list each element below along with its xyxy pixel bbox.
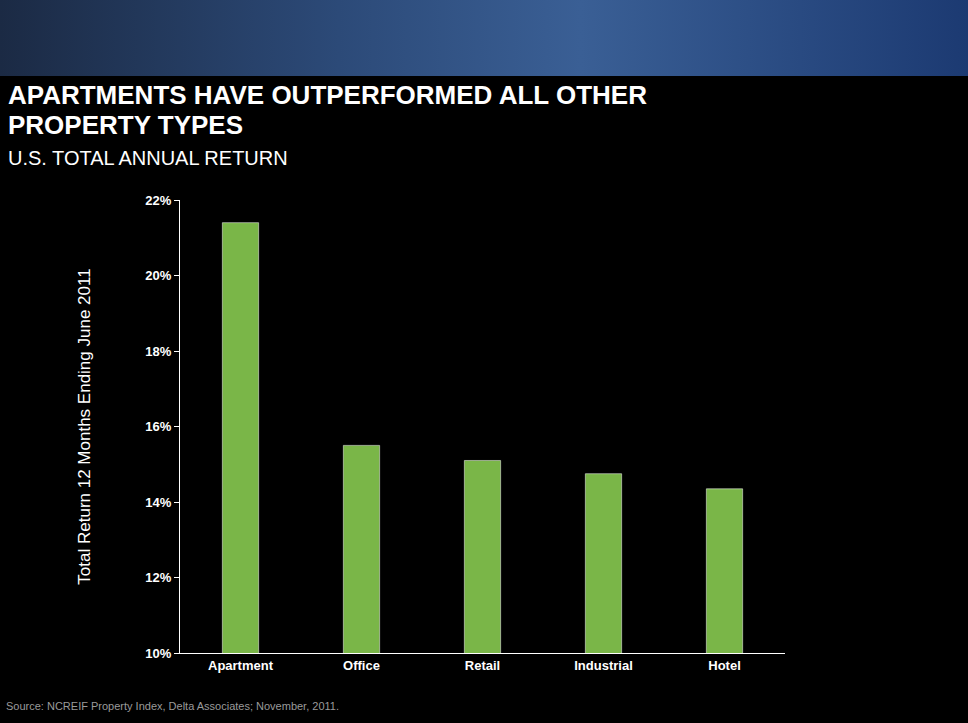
svg-text:16%: 16% — [145, 419, 171, 434]
svg-text:20%: 20% — [145, 268, 171, 283]
svg-text:12%: 12% — [145, 570, 171, 585]
html-text:Source: NCREIF Property Index,: Source: NCREIF Property Index, Delta Ass… — [6, 700, 339, 712]
svg-text:14%: 14% — [145, 495, 171, 510]
html-text:U.S. TOTAL ANNUAL RETURN: U.S. TOTAL ANNUAL RETURN — [8, 147, 288, 169]
svg-text:Apartment: Apartment — [208, 658, 274, 673]
svg-text:Industrial: Industrial — [574, 658, 633, 673]
svg-text:10%: 10% — [145, 646, 171, 661]
svg-text:22%: 22% — [145, 193, 171, 208]
svg-text:Hotel: Hotel — [708, 658, 741, 673]
svg-text:Office: Office — [343, 658, 380, 673]
svg-text:18%: 18% — [145, 344, 171, 359]
svg-text:Total Return 12 Months Ending: Total Return 12 Months Ending June 2011 — [75, 268, 94, 584]
svg-text:Retail: Retail — [465, 658, 500, 673]
html-text:APARTMENTS HAVE OUTPERFORMED A: APARTMENTS HAVE OUTPERFORMED ALL OTHER P… — [8, 80, 647, 140]
